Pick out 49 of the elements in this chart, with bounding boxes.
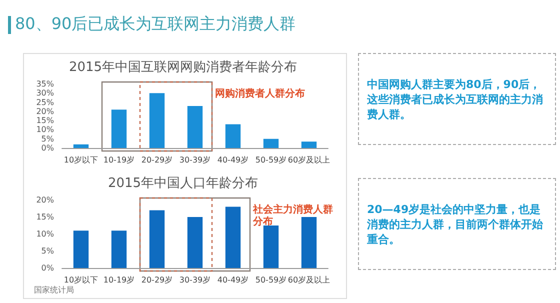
- text: 80、90后已成长为互联网主力消费人群: [15, 14, 296, 35]
- x-tick-label: 10-19岁: [103, 276, 135, 284]
- y-tick-label: 5%: [41, 246, 54, 256]
- bar: [73, 230, 89, 268]
- x-tick-label: 30-39岁: [179, 276, 211, 284]
- x-tick-label: 20-29岁: [141, 156, 173, 164]
- text: 中国网购人群主要为80后，90后，这些消费者已成长为互联网的主力消费人群。: [367, 76, 544, 122]
- y-tick-label: 5%: [41, 134, 54, 144]
- bar: [187, 106, 203, 148]
- bar: [111, 230, 127, 268]
- y-tick-label: 20%: [36, 196, 54, 204]
- bar: [187, 217, 203, 268]
- annotation: 社会主力消费人群分布: [252, 204, 333, 228]
- y-tick-label: 35%: [36, 80, 54, 88]
- x-tick-label: 20-29岁: [141, 276, 173, 284]
- annotation: 网购消费者人群分布: [215, 88, 305, 100]
- x-tick-label: 30-39岁: [179, 156, 211, 164]
- x-tick-label: 10-19岁: [103, 156, 135, 164]
- bar: [225, 206, 241, 268]
- y-tick-label: 30%: [36, 88, 54, 98]
- x-tick-label: 60岁及以上: [288, 276, 330, 284]
- y-tick-label: 15%: [36, 212, 54, 222]
- y-tick-label: 25%: [36, 98, 54, 107]
- bar: [73, 144, 89, 148]
- chart-title: 2015年中国互联网网购消费者年龄分布: [68, 60, 298, 75]
- y-tick-label: 15%: [36, 116, 54, 126]
- y-tick-label: 20%: [36, 106, 54, 116]
- bar: [149, 210, 165, 268]
- y-tick-label: 0%: [41, 264, 54, 272]
- bar: [301, 142, 317, 148]
- x-tick-label: 40-49岁: [217, 156, 249, 164]
- text: 20—49岁是社会的中坚力量，也是消费的主力人群，目前两个群体开始重合。: [367, 202, 544, 246]
- bar: [111, 110, 127, 148]
- x-tick-label: 60岁及以上: [288, 156, 330, 164]
- x-tick-label: 10岁以下: [64, 156, 98, 164]
- x-tick-label: 40-49岁: [217, 276, 249, 284]
- y-tick-label: 0%: [41, 144, 54, 152]
- bar: [301, 217, 317, 268]
- y-tick-label: 10%: [36, 230, 54, 238]
- bar: [149, 93, 165, 148]
- bar: [263, 138, 279, 148]
- text: 国家统计局: [34, 286, 74, 294]
- bar: [225, 124, 241, 148]
- x-tick-label: 50-59岁: [255, 156, 287, 164]
- chart-title: 2015年中国人口年龄分布: [108, 176, 258, 191]
- x-tick-label: 10岁以下: [64, 276, 98, 284]
- x-tick-label: 50-59岁: [255, 276, 287, 284]
- bar: [263, 226, 279, 268]
- y-tick-label: 10%: [36, 125, 54, 134]
